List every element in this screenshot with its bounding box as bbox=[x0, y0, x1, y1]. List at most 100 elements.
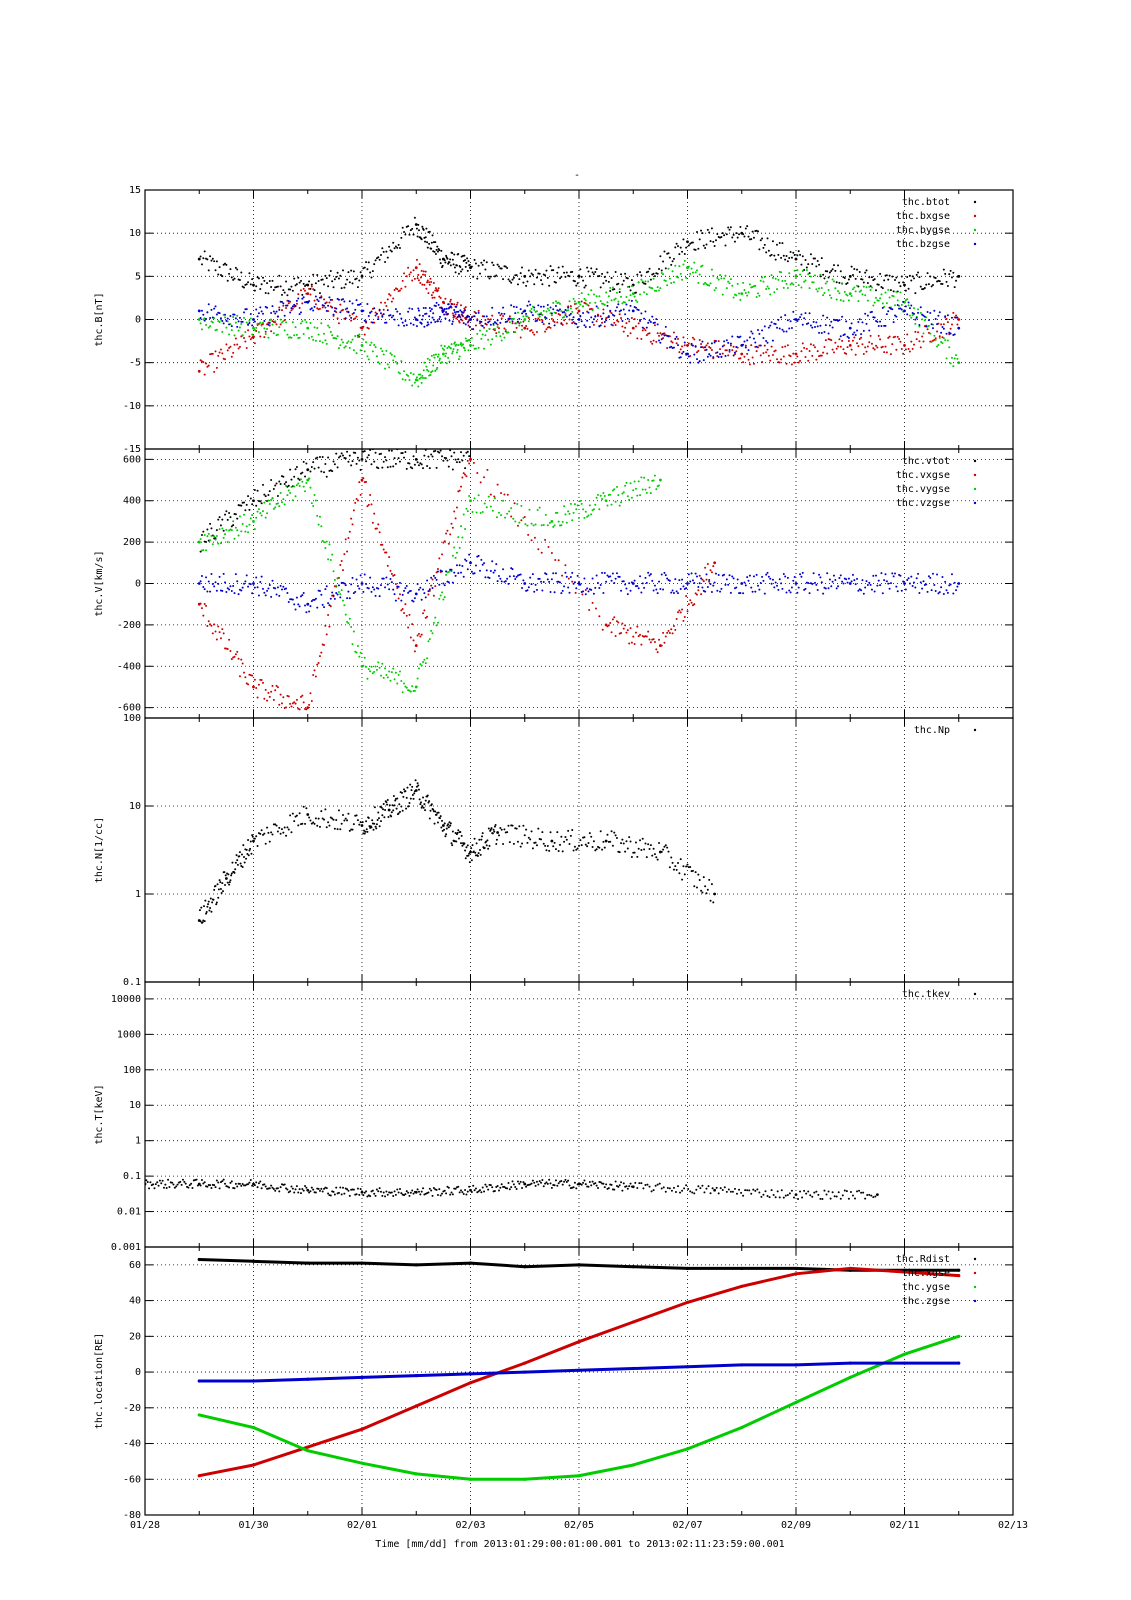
data-point bbox=[199, 359, 202, 362]
data-point bbox=[279, 1186, 282, 1189]
data-point bbox=[923, 287, 926, 290]
data-point bbox=[200, 607, 203, 610]
data-point bbox=[704, 346, 707, 349]
data-point bbox=[870, 286, 873, 289]
data-point bbox=[245, 283, 248, 286]
data-point bbox=[493, 497, 496, 500]
data-point bbox=[797, 586, 800, 589]
data-point bbox=[900, 275, 903, 278]
data-point bbox=[704, 281, 707, 284]
data-point bbox=[780, 271, 783, 274]
data-point bbox=[716, 589, 719, 592]
data-point bbox=[604, 839, 608, 843]
data-point bbox=[298, 708, 301, 711]
data-point bbox=[252, 499, 255, 503]
data-point bbox=[323, 332, 326, 335]
data-point bbox=[682, 585, 685, 588]
data-point bbox=[705, 892, 708, 895]
data-point bbox=[949, 362, 952, 365]
data-point bbox=[930, 340, 933, 343]
data-point bbox=[557, 520, 560, 523]
data-point bbox=[390, 671, 393, 674]
data-point bbox=[953, 357, 956, 360]
data-point bbox=[414, 592, 418, 596]
data-point bbox=[253, 528, 256, 531]
data-point bbox=[422, 1187, 425, 1190]
data-point bbox=[724, 354, 727, 357]
data-point bbox=[248, 321, 251, 324]
data-point bbox=[381, 466, 384, 469]
data-point bbox=[310, 822, 313, 825]
data-point bbox=[421, 318, 424, 321]
data-point bbox=[294, 702, 297, 705]
data-point bbox=[553, 311, 556, 314]
data-point bbox=[202, 257, 205, 260]
data-point bbox=[251, 1184, 254, 1187]
data-point bbox=[199, 1184, 202, 1187]
data-point bbox=[301, 297, 304, 300]
data-point bbox=[656, 323, 659, 326]
data-point bbox=[477, 309, 480, 312]
data-point bbox=[392, 241, 395, 244]
data-point bbox=[491, 832, 494, 835]
data-point bbox=[366, 1195, 369, 1198]
data-point bbox=[636, 584, 639, 587]
data-point bbox=[877, 334, 880, 337]
data-point bbox=[313, 669, 316, 672]
data-point bbox=[299, 595, 302, 598]
data-point bbox=[824, 587, 827, 590]
data-point bbox=[950, 276, 953, 279]
data-point bbox=[260, 310, 263, 313]
data-point bbox=[457, 1185, 460, 1188]
data-point bbox=[215, 903, 218, 906]
data-point bbox=[252, 335, 255, 339]
data-point bbox=[524, 523, 527, 526]
data-point bbox=[656, 286, 659, 289]
data-point bbox=[854, 277, 857, 280]
data-point bbox=[631, 292, 635, 295]
data-point bbox=[323, 818, 326, 821]
data-point bbox=[511, 1180, 514, 1183]
data-point bbox=[428, 242, 431, 245]
data-point bbox=[888, 335, 891, 338]
data-point bbox=[337, 347, 340, 350]
data-point bbox=[919, 306, 922, 309]
data-point bbox=[365, 460, 368, 463]
data-point bbox=[781, 587, 784, 590]
data-point bbox=[222, 1178, 225, 1181]
data-point bbox=[232, 524, 235, 527]
data-point bbox=[404, 603, 407, 606]
data-point bbox=[447, 345, 450, 348]
data-point bbox=[516, 524, 519, 527]
data-point bbox=[379, 674, 382, 677]
data-point bbox=[535, 310, 538, 313]
data-point bbox=[496, 580, 499, 583]
data-point bbox=[202, 318, 205, 321]
data-point bbox=[704, 590, 707, 593]
data-point bbox=[944, 580, 947, 583]
data-point bbox=[220, 892, 223, 895]
data-point bbox=[602, 592, 605, 595]
data-point bbox=[667, 334, 670, 337]
data-point bbox=[380, 806, 383, 809]
data-point bbox=[202, 614, 205, 617]
data-point bbox=[214, 538, 217, 541]
data-point bbox=[217, 625, 220, 628]
data-point bbox=[263, 327, 266, 330]
data-point bbox=[148, 1187, 151, 1190]
data-point bbox=[599, 315, 602, 318]
data-point bbox=[485, 844, 488, 847]
data-point bbox=[450, 343, 453, 346]
data-point bbox=[360, 1190, 364, 1194]
data-point bbox=[915, 273, 918, 276]
data-point bbox=[247, 495, 250, 498]
data-point bbox=[355, 299, 358, 302]
data-point bbox=[912, 581, 915, 584]
data-point bbox=[434, 304, 437, 307]
data-point bbox=[582, 305, 585, 308]
data-point bbox=[208, 909, 211, 912]
data-point bbox=[408, 307, 411, 310]
data-point bbox=[949, 269, 952, 272]
data-point bbox=[270, 831, 273, 834]
data-point bbox=[936, 330, 939, 333]
